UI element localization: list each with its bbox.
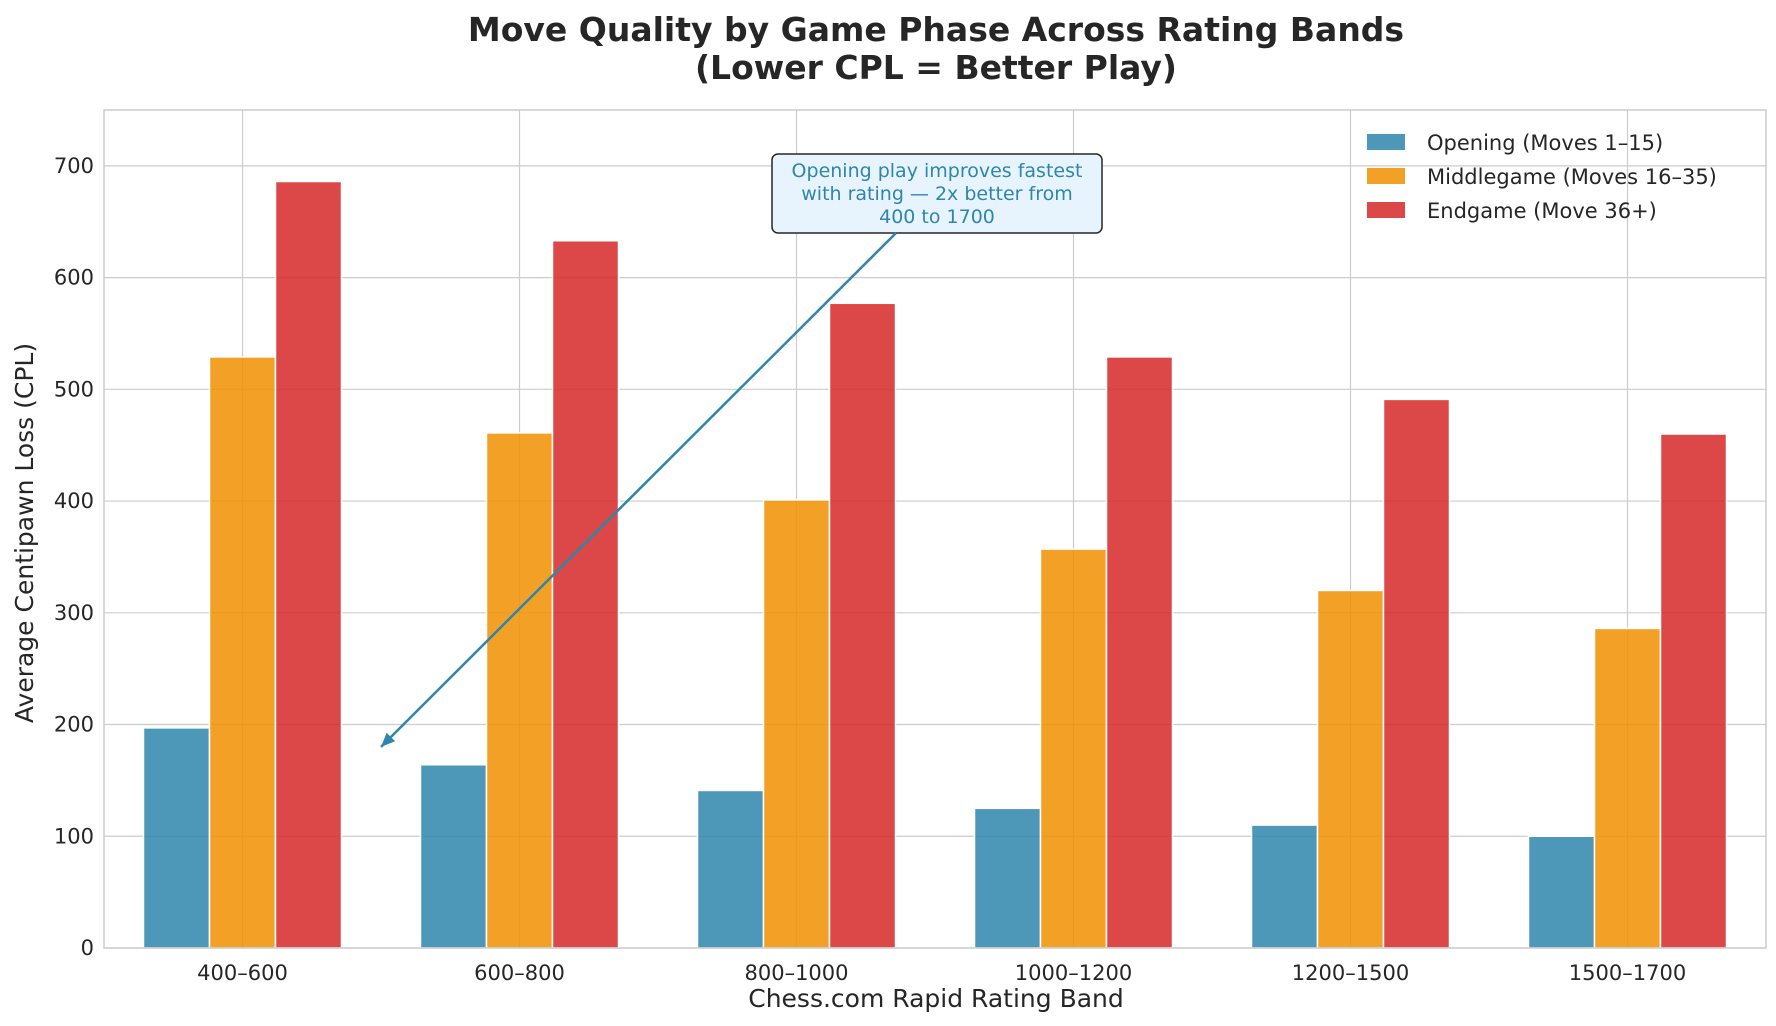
legend-label: Endgame (Move 36+)	[1427, 199, 1657, 223]
x-axis-label: Chess.com Rapid Rating Band	[748, 984, 1124, 1013]
bar	[551, 239, 620, 949]
y-tick-label: 600	[54, 266, 94, 290]
x-tick-label: 600–800	[474, 961, 565, 985]
bar	[419, 764, 488, 949]
annotation-arrowhead	[381, 732, 396, 747]
bar	[828, 302, 897, 949]
bars-layer	[142, 180, 1728, 949]
y-tick-label: 300	[54, 601, 94, 625]
x-tick-label: 1500–1700	[1569, 961, 1686, 985]
annotation-text: Opening play improves fastest	[792, 160, 1083, 182]
bar	[1250, 824, 1319, 949]
bar	[274, 180, 343, 949]
bar	[762, 499, 831, 949]
x-tick-label: 1000–1200	[1015, 961, 1132, 985]
annotation-arrow	[380, 232, 897, 748]
x-tick-label: 800–1000	[744, 961, 848, 985]
annotation-text: with rating — 2x better from	[801, 183, 1073, 205]
plot-frame	[103, 109, 1767, 949]
bar	[973, 807, 1042, 949]
bar	[1527, 835, 1596, 949]
chart-title: Move Quality by Game Phase Across Rating…	[468, 10, 1404, 49]
bar	[1659, 433, 1728, 949]
axes-layer: 0 100 200 300 400 500 600 700 400–600 600–800 800–…	[54, 109, 1767, 985]
bar	[1039, 548, 1108, 949]
bar	[142, 727, 211, 949]
bar	[1593, 627, 1662, 949]
y-tick-label: 400	[54, 489, 94, 513]
y-tick-label: 200	[54, 713, 94, 737]
bar	[696, 789, 765, 949]
y-tick-label: 100	[54, 824, 94, 848]
y-tick-label: 500	[54, 377, 94, 401]
legend: Opening (Moves 1–15) Middlegame (Moves 16…	[1367, 131, 1717, 223]
y-axis-label: Average Centipawn Loss (CPL)	[10, 343, 39, 723]
x-tick-label: 1200–1500	[1292, 961, 1409, 985]
bar	[1316, 589, 1385, 949]
bar	[1382, 398, 1451, 949]
legend-swatch	[1367, 168, 1405, 184]
annotation-box	[771, 153, 1103, 234]
legend-label: Middlegame (Moves 16–35)	[1427, 165, 1717, 189]
legend-swatch	[1367, 134, 1405, 150]
chart-subtitle: (Lower CPL = Better Play)	[695, 48, 1177, 87]
grid-layer	[104, 110, 1766, 949]
bar	[1105, 356, 1174, 949]
bar	[208, 356, 277, 949]
y-tick-label: 0	[81, 936, 94, 960]
y-tick-label: 700	[54, 154, 94, 178]
annotation-text: 400 to 1700	[879, 206, 995, 228]
x-tick-label: 400–600	[197, 961, 288, 985]
bar	[485, 432, 554, 949]
legend-swatch	[1367, 202, 1405, 218]
legend-label: Opening (Moves 1–15)	[1427, 131, 1663, 155]
